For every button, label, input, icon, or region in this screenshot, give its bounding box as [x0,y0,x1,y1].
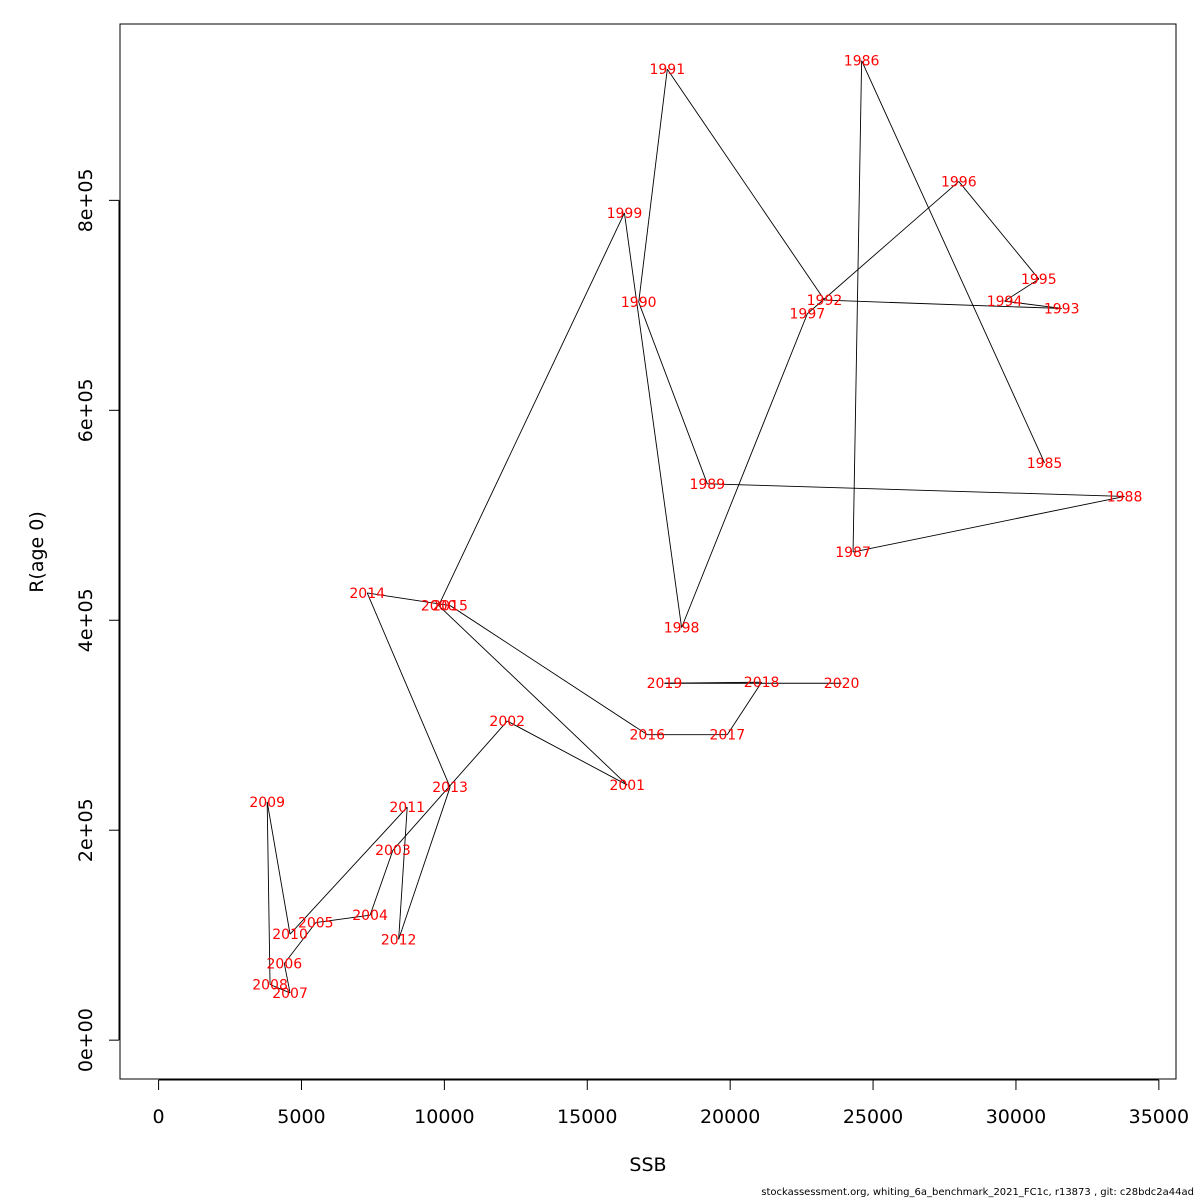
year-label-2013: 2013 [432,780,468,796]
year-label-1990: 1990 [621,295,657,311]
segment-1988-1989 [707,483,1125,497]
year-label-1999: 1999 [607,206,643,222]
x-tick-label: 5000 [277,1106,325,1128]
y-tick-label: 6e+05 [75,378,97,442]
segment-1997-1998 [681,313,808,628]
segment-1995-1996 [958,181,1040,280]
year-label-1992: 1992 [807,293,843,309]
segment-1990-1991 [638,69,668,303]
segment-2004-2005 [315,914,371,924]
segment-1996-1997 [807,181,960,315]
year-label-1993: 1993 [1044,301,1080,317]
year-label-2010: 2010 [272,927,308,943]
segment-1994-1995 [1004,278,1040,302]
segment-1993-1994 [1004,300,1062,309]
segment-1992-1993 [824,299,1062,309]
year-label-1997: 1997 [790,307,826,323]
year-label-1991: 1991 [649,62,685,78]
year-label-2009: 2009 [249,795,285,811]
segment-2013-2014 [366,592,451,788]
year-label-2017: 2017 [709,728,745,744]
year-label-2005: 2005 [298,916,334,932]
footer-credit: stockassessment.org, whiting_6a_benchmar… [761,1187,1194,1198]
x-tick-label: 20000 [700,1106,760,1128]
year-label-1995: 1995 [1021,272,1057,288]
year-label-1986: 1986 [844,54,880,70]
segment-2014-2015 [367,592,451,607]
segment-2011-2012 [398,807,408,940]
year-label-2007: 2007 [272,986,308,1002]
series-lines [266,60,1125,994]
segment-2005-2006 [283,922,317,964]
year-label-2011: 2011 [389,800,425,816]
segment-2006-2007 [283,963,291,994]
x-tick-label: 30000 [986,1106,1046,1128]
x-tick-label: 0 [153,1106,165,1128]
year-label-2018: 2018 [744,675,780,691]
y-tick-label: 4e+05 [75,588,97,652]
y-tick-label: 0e+00 [75,1008,97,1072]
year-label-1994: 1994 [987,294,1023,310]
year-label-1988: 1988 [1107,489,1143,505]
segment-2012-2013 [398,787,451,940]
year-label-2012: 2012 [381,932,417,948]
segment-1991-1992 [666,68,825,301]
year-label-2002: 2002 [489,714,525,730]
x-tick-label: 25000 [843,1106,903,1128]
plot-frame [119,23,1177,1080]
segment-2010-2011 [289,806,408,935]
segment-2015-2016 [449,605,648,736]
y-tick-label: 2e+05 [75,798,97,862]
y-axis-title: R(age 0) [26,511,48,593]
segment-2000-2001 [438,605,628,786]
x-axis-title: SSB [629,1154,666,1176]
year-label-1985: 1985 [1027,456,1063,472]
segment-2008-2009 [266,801,271,985]
year-labels: 1985 1986 1987 1988 1989 1990 1991 1992 1993 1994… [249,54,1142,1002]
segment-1989-1990 [638,302,708,484]
year-label-1987: 1987 [835,545,871,561]
year-label-2016: 2016 [629,728,665,744]
year-label-2004: 2004 [352,908,388,924]
segment-2017-2018 [726,681,762,735]
year-label-2020: 2020 [824,676,860,692]
year-label-2015: 2015 [432,599,468,615]
segment-2002-2003 [392,720,508,851]
year-label-1996: 1996 [941,174,977,190]
y-tick-label: 8e+05 [75,168,97,232]
segment-1987-1988 [852,495,1125,553]
year-label-2000: 2000 [421,599,457,615]
segment-2001-2002 [507,720,628,786]
x-axis: 0 5000 10000 15000 20000 25000 30000 35000 [153,1079,1189,1128]
segment-1985-1986 [861,60,1045,463]
segment-2007-2008 [269,984,291,994]
year-label-1998: 1998 [664,621,700,637]
x-tick-label: 10000 [414,1106,474,1128]
x-tick-label: 15000 [557,1106,617,1128]
x-tick-label: 35000 [1129,1106,1189,1128]
segment-1986-1987 [852,60,863,553]
segment-2003-2004 [369,850,394,916]
segment-1998-1999 [623,212,683,628]
year-label-1989: 1989 [689,477,725,493]
y-axis: 0e+00 2e+05 4e+05 6e+05 8e+05 [75,168,120,1072]
year-label-2006: 2006 [267,957,303,973]
year-label-2003: 2003 [375,843,411,859]
year-label-2019: 2019 [647,676,683,692]
year-label-2008: 2008 [252,978,288,994]
year-label-2001: 2001 [609,778,645,794]
segment-1999-2000 [438,212,625,606]
segment-2009-2010 [266,801,291,935]
year-label-2014: 2014 [349,586,385,602]
